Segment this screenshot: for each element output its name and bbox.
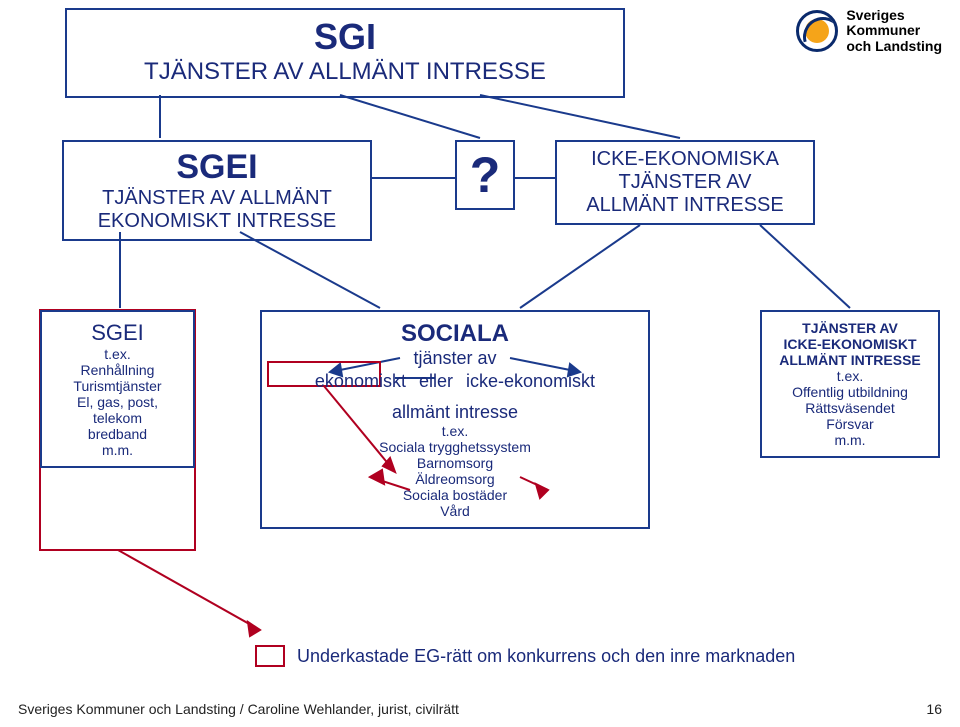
icke-ex-h1b: ICKE-EKONOMISKT <box>766 336 934 352</box>
icke-l2: TJÄNSTER AV <box>565 171 805 194</box>
logo-line2: Kommuner <box>846 23 942 38</box>
logo-badge <box>796 10 838 52</box>
sgei-ex-4: bredband <box>48 426 187 442</box>
sgei-title: SGEI <box>72 148 362 187</box>
icke-ex-3: m.m. <box>766 432 934 448</box>
sgi-root-box: SGI TJÄNSTER AV ALLMÄNT INTRESSE <box>65 8 625 98</box>
icke-ex-1: Rättsväsendet <box>766 400 934 416</box>
sgei-ex-2: El, gas, post, <box>48 394 187 410</box>
sociala-title: SOCIALA <box>268 320 642 348</box>
icke-l1: ICKE-EKONOMISKA <box>565 148 805 171</box>
org-logo: Sveriges Kommuner och Landsting <box>796 8 942 54</box>
logo-line3: och Landsting <box>846 39 942 54</box>
logo-line1: Sveriges <box>846 8 942 23</box>
sgei-line3: EKONOMISKT INTRESSE <box>72 210 362 233</box>
icke-l3: ALLMÄNT INTRESSE <box>565 194 805 217</box>
sociala-allmant: allmänt intresse <box>268 402 642 423</box>
icke-box: ICKE-EKONOMISKA TJÄNSTER AV ALLMÄNT INTR… <box>555 140 815 225</box>
soc-ex-1: Barnomsorg <box>268 455 642 471</box>
sgei-line2: TJÄNSTER AV ALLMÄNT <box>72 187 362 210</box>
icke-ekonomiskt-word: icke-ekonomiskt <box>462 371 599 392</box>
sociala-box: SOCIALA tjänster av ekonomiskt eller ick… <box>260 310 650 529</box>
sgei-examples-box: SGEI t.ex. Renhållning Turismtjänster El… <box>40 310 195 468</box>
sgi-title: SGI <box>77 16 613 58</box>
icke-ex-tex: t.ex. <box>766 368 934 384</box>
sociala-words: ekonomiskt eller icke-ekonomiskt <box>268 371 642 392</box>
sociala-tex: t.ex. <box>268 423 642 439</box>
sociala-examples: Sociala trygghetssystem Barnomsorg Äldre… <box>268 439 642 519</box>
soc-ex-2: Äldreomsorg <box>268 471 642 487</box>
logo-text: Sveriges Kommuner och Landsting <box>846 8 942 54</box>
page-number: 16 <box>926 701 942 717</box>
eller-word: eller <box>415 371 457 392</box>
soc-ex-0: Sociala trygghetssystem <box>268 439 642 455</box>
sgei-header-box: SGEI TJÄNSTER AV ALLMÄNT EKONOMISKT INTR… <box>62 140 372 241</box>
ekonomiskt-word: ekonomiskt <box>311 371 410 392</box>
soc-ex-3: Sociala bostäder <box>268 487 642 503</box>
legend: Underkastade EG-rätt om konkurrens och d… <box>255 645 795 667</box>
icke-ex-h1c: ALLMÄNT INTRESSE <box>766 352 934 368</box>
question-box: ? <box>455 140 515 210</box>
icke-ex-2: Försvar <box>766 416 934 432</box>
icke-ex-0: Offentlig utbildning <box>766 384 934 400</box>
sgei-ex-0: Renhållning <box>48 362 187 378</box>
sgi-subtitle: TJÄNSTER AV ALLMÄNT INTRESSE <box>77 58 613 86</box>
sgei-ex-tex: t.ex. <box>48 346 187 362</box>
legend-text: Underkastade EG-rätt om konkurrens och d… <box>297 646 795 667</box>
sgei-ex-1: Turismtjänster <box>48 378 187 394</box>
sociala-line2: tjänster av <box>268 348 642 369</box>
sgei-ex-title: SGEI <box>48 320 187 346</box>
legend-swatch <box>255 645 285 667</box>
footer-left: Sveriges Kommuner och Landsting / Caroli… <box>18 701 459 717</box>
sgei-ex-5: m.m. <box>48 442 187 458</box>
icke-ex-h1a: TJÄNSTER AV <box>766 320 934 336</box>
soc-ex-4: Vård <box>268 503 642 519</box>
icke-examples-box: TJÄNSTER AV ICKE-EKONOMISKT ALLMÄNT INTR… <box>760 310 940 458</box>
footer: Sveriges Kommuner och Landsting / Caroli… <box>0 701 960 717</box>
sgei-ex-3: telekom <box>48 410 187 426</box>
